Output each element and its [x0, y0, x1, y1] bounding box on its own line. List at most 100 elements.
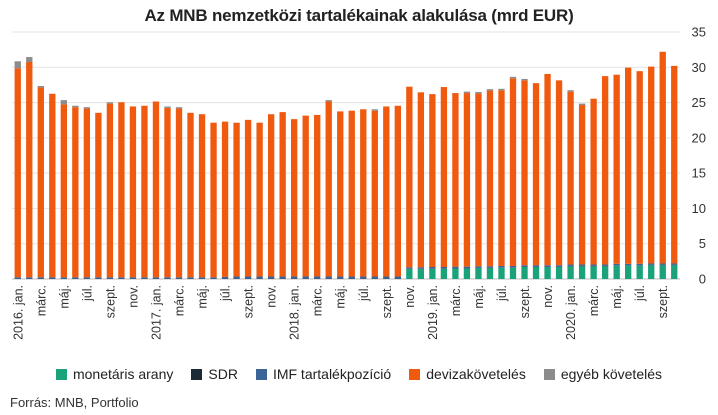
bar-segment	[452, 266, 459, 269]
bar-segment	[498, 88, 505, 91]
bar-segment	[521, 80, 528, 266]
x-tick-label: szept.	[380, 285, 394, 318]
bar-segment	[555, 267, 563, 279]
bar-segment	[175, 108, 183, 278]
bar-segment	[152, 277, 160, 279]
bar-segment	[152, 101, 160, 278]
x-tick-label: nov.	[541, 285, 555, 308]
bar-segment	[601, 264, 609, 266]
bar-segment	[187, 277, 194, 279]
x-tick-label: máj.	[472, 285, 486, 309]
bar-segment	[475, 266, 482, 268]
bar-segment	[371, 110, 378, 277]
x-axis: 2016. jan. márc. máj. júl. szept. nov. 2017. j…	[11, 285, 670, 340]
bar-segment	[360, 109, 367, 277]
bar-segment	[221, 276, 229, 279]
y-tick-label: 25	[692, 95, 706, 110]
x-tick-label: nov.	[403, 285, 417, 308]
legend-label: monetáris arany	[72, 366, 174, 382]
bar-segment	[486, 268, 494, 279]
bar-segment	[544, 265, 551, 267]
bar-segment	[83, 277, 91, 279]
x-tick-label: szept.	[242, 285, 256, 318]
bar-segment	[578, 105, 586, 265]
bar-segment	[567, 90, 574, 92]
bar-segment	[544, 267, 551, 279]
bar-segment	[659, 263, 666, 265]
bar-segment	[498, 267, 505, 279]
bar-segment	[164, 277, 171, 279]
bar-segment	[164, 107, 171, 278]
bar-segment	[532, 265, 540, 267]
x-tick-label: júl.	[357, 285, 371, 302]
bar-segment	[49, 93, 56, 278]
bar-segment	[671, 265, 678, 279]
bar-segment	[106, 277, 114, 279]
bar-segment	[648, 263, 655, 265]
bar-segment	[175, 107, 183, 109]
bar-segment	[486, 90, 494, 267]
x-tick-label: márc.	[587, 285, 601, 316]
bar-segment	[613, 265, 620, 279]
legend-swatch	[191, 368, 203, 380]
bar-segment	[14, 61, 21, 69]
bar-segment	[221, 121, 229, 277]
bar-segment	[659, 51, 666, 264]
bar-segment	[463, 93, 471, 267]
bar-segment	[141, 277, 148, 279]
bar-segment	[72, 107, 79, 278]
bar-segment	[463, 91, 471, 94]
bar-segment	[325, 276, 332, 279]
bar-segment	[175, 277, 183, 279]
bar-segment	[567, 91, 574, 265]
bar-segment	[279, 276, 286, 279]
x-tick-label: nov.	[265, 285, 279, 308]
x-tick-label: nov.	[126, 285, 140, 308]
y-tick-label: 35	[692, 25, 706, 40]
bar-segment	[625, 263, 632, 266]
bar-segment	[521, 267, 528, 279]
source-note: Forrás: MNB, Portfolio	[10, 395, 139, 410]
x-tick-label: máj.	[334, 285, 348, 309]
x-tick-label: szept.	[518, 285, 532, 318]
bar-segment	[509, 265, 517, 268]
bar-segment	[198, 277, 206, 279]
bar-segment	[244, 276, 252, 279]
legend: monetáris arany SDR IMF tartalékpozíció …	[0, 366, 718, 382]
x-tick-label: 2019. jan.	[426, 285, 440, 340]
bar-segment	[567, 266, 574, 279]
bar-segment	[475, 268, 482, 279]
bar-segment	[325, 101, 332, 277]
x-tick-label: júl.	[80, 285, 94, 302]
bar-segment	[26, 277, 33, 279]
x-tick-label: márc.	[34, 285, 48, 316]
bar-segment	[26, 61, 33, 278]
bar-segment	[429, 267, 436, 269]
bar-segment	[14, 68, 21, 278]
bar-segment	[509, 78, 517, 266]
bar-segment	[210, 122, 217, 278]
bar-segment	[337, 276, 344, 279]
bar-segment	[498, 265, 505, 268]
bar-segment	[118, 102, 125, 278]
y-tick-label: 5	[699, 236, 706, 251]
bar-segment	[129, 277, 137, 279]
y-tick-label: 10	[692, 201, 706, 216]
bar-segment	[475, 93, 482, 267]
bar-segment	[337, 111, 344, 277]
bar-segment	[129, 106, 137, 278]
bar-segment	[613, 74, 620, 264]
y-tick-label: 30	[692, 60, 706, 75]
bar-segment	[83, 108, 91, 278]
y-tick-label: 15	[692, 166, 706, 181]
bar-segment	[72, 277, 79, 279]
bar-segment	[555, 80, 563, 266]
bar-segment	[567, 264, 574, 266]
bar-segment	[314, 114, 321, 277]
bar-segment	[613, 263, 620, 266]
bar-segment	[521, 265, 528, 267]
bar-segment	[601, 76, 609, 265]
legend-swatch	[255, 368, 267, 380]
bar-segment	[532, 267, 540, 279]
bar-segment	[578, 266, 586, 279]
